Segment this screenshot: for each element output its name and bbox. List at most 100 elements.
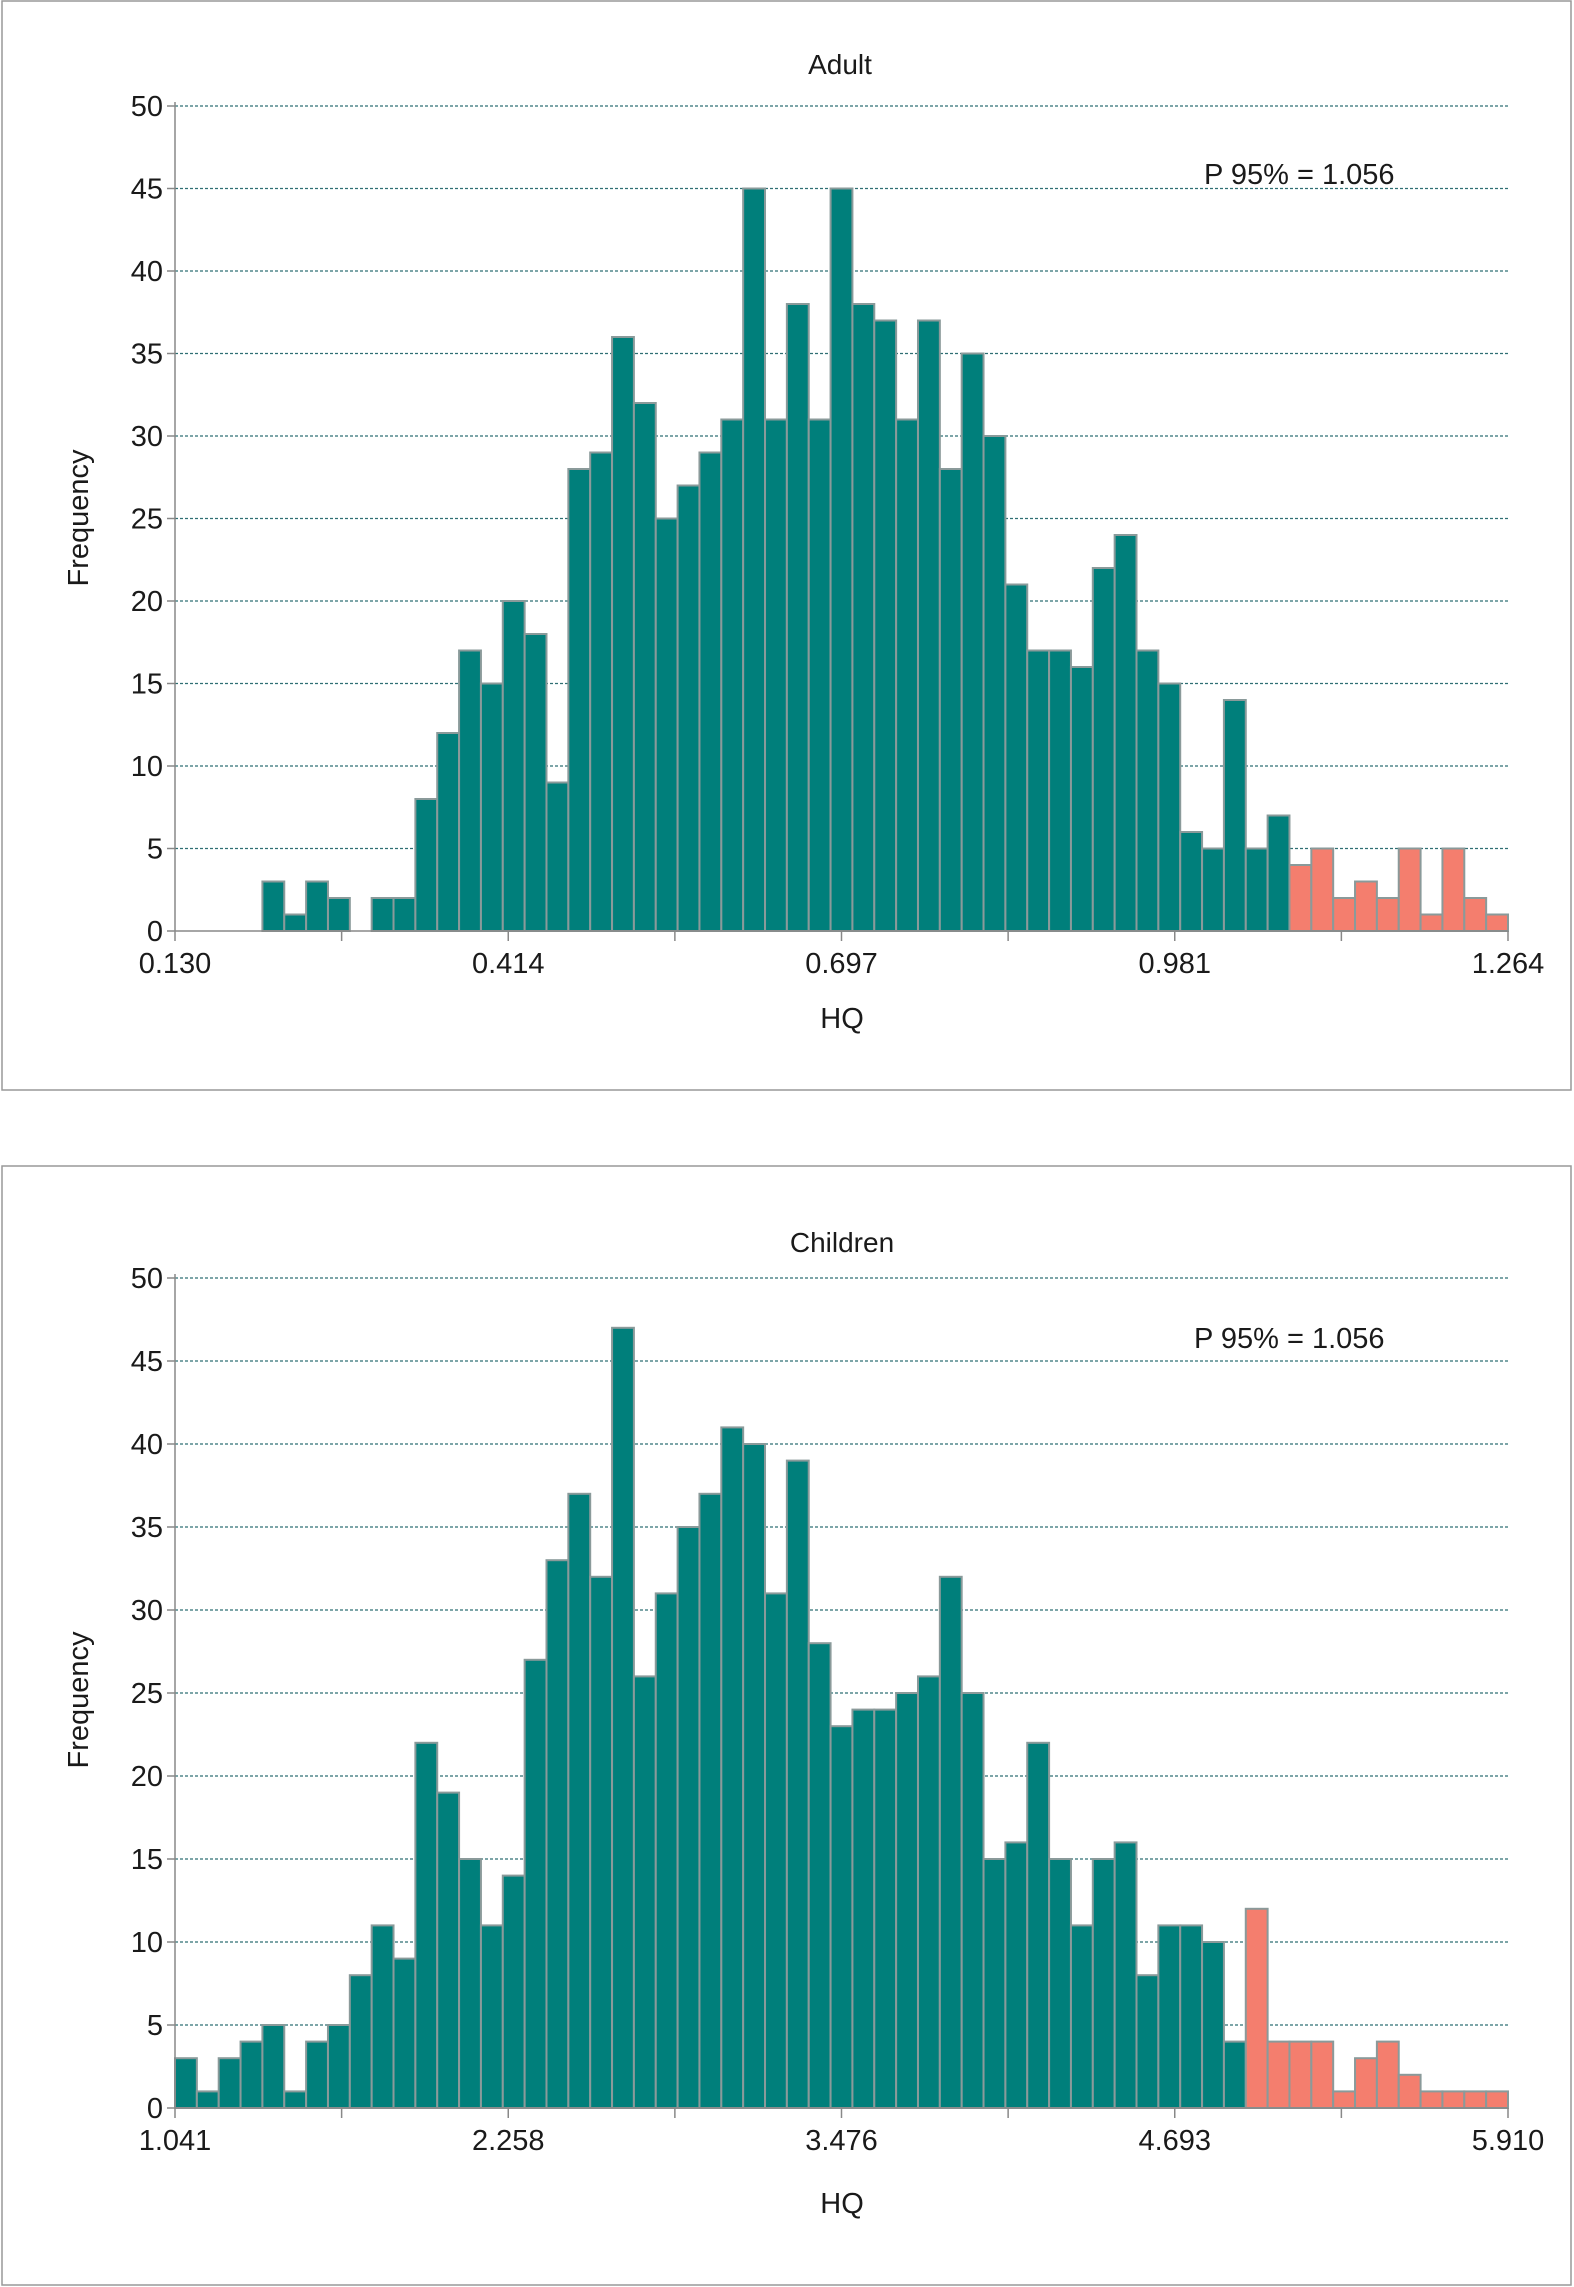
bar (895, 418, 919, 932)
x-tick-label: 1.041 (139, 2125, 212, 2157)
y-tick-label: 40 (131, 256, 163, 288)
bar (785, 1459, 810, 2109)
bar (916, 319, 941, 932)
bar (305, 2040, 329, 2109)
bar (851, 1708, 876, 2109)
bar-highlighted (1375, 2040, 1400, 2109)
panel-children-frame (1, 1165, 1572, 2286)
bar (1157, 682, 1182, 932)
bar (1266, 814, 1291, 932)
bar (567, 1492, 592, 2110)
bar (1179, 1924, 1204, 2110)
bar (1222, 2040, 1247, 2109)
bar-highlighted (1332, 2090, 1357, 2109)
y-tick-label: 30 (131, 1595, 163, 1627)
bar (326, 897, 351, 932)
bar-highlighted (1288, 2040, 1313, 2109)
y-tick-label: 10 (131, 1927, 163, 1959)
bar (392, 1957, 417, 2109)
bar (523, 633, 548, 932)
bar (436, 732, 461, 932)
bar (720, 418, 745, 932)
bar (239, 2040, 264, 2109)
x-tick-label: 4.693 (1138, 2125, 1211, 2157)
bar (611, 336, 635, 932)
bar-highlighted (1419, 913, 1444, 932)
bar (1048, 649, 1072, 932)
bar (851, 303, 876, 932)
y-tick-label: 10 (131, 751, 163, 783)
y-tick-label: 50 (131, 1263, 163, 1295)
x-tick-label: 1.264 (1472, 948, 1545, 980)
bar (479, 682, 504, 932)
y-tick-label: 30 (131, 421, 163, 453)
bar (611, 1326, 635, 2110)
bar-highlighted (1354, 2057, 1378, 2109)
bar (1048, 1858, 1072, 2109)
chart-title: Children (790, 1227, 894, 1258)
bar (742, 1443, 767, 2109)
panel-adult-frame (1, 0, 1572, 1091)
bar (742, 187, 767, 932)
bar (1201, 1941, 1225, 2109)
bar-highlighted (1485, 913, 1510, 932)
bar (545, 781, 570, 932)
bar (1244, 847, 1269, 932)
bar-highlighted (1485, 2090, 1510, 2109)
x-axis-label: HQ (820, 1003, 864, 1035)
bar (283, 913, 308, 932)
bar (501, 1874, 526, 2109)
bar (1069, 1924, 1094, 2110)
y-tick-label: 15 (131, 669, 163, 701)
bar-highlighted (1397, 847, 1422, 932)
bar-highlighted (1375, 897, 1400, 932)
bar (501, 600, 526, 932)
bar (938, 468, 963, 932)
bar-highlighted (1419, 2090, 1444, 2109)
bar (982, 1858, 1007, 2109)
bar (370, 897, 395, 932)
y-tick-label: 25 (131, 504, 163, 536)
bar (392, 897, 417, 932)
bar (458, 1858, 482, 2109)
bar (523, 1658, 548, 2110)
bar-highlighted (1397, 2073, 1422, 2110)
x-tick-label: 0.981 (1138, 948, 1211, 980)
bar-highlighted (1463, 2090, 1488, 2109)
x-axis-label: HQ (820, 2188, 864, 2220)
bar (720, 1426, 745, 2109)
bar (895, 1692, 919, 2109)
x-tick-label: 0.697 (805, 948, 878, 980)
y-tick-label: 25 (131, 1678, 163, 1710)
y-tick-label: 5 (147, 834, 163, 866)
x-tick-label: 0.130 (139, 948, 212, 980)
bar (589, 1575, 614, 2110)
panel-adult: Adult P 95% = 1.056 Frequency HQ 0 5 10 15 2… (63, 49, 1544, 1035)
y-axis-label: Frequency (63, 449, 95, 587)
bar (764, 1592, 788, 2109)
bar (1113, 534, 1138, 932)
bar (938, 1575, 963, 2110)
bar (174, 2057, 198, 2109)
bar (283, 2090, 308, 2109)
bar (829, 187, 854, 932)
y-tick-label: 0 (147, 916, 163, 948)
bar (1004, 583, 1029, 932)
bar (1222, 699, 1247, 932)
bar-highlighted (1310, 847, 1335, 932)
bar (960, 1692, 985, 2109)
bar-highlighted (1354, 880, 1378, 932)
bar-highlighted (1266, 2040, 1291, 2109)
bar (982, 435, 1007, 932)
bar (654, 1592, 679, 2109)
bar (414, 798, 439, 932)
bar (1004, 1841, 1029, 2110)
bar (479, 1924, 504, 2110)
bar (960, 352, 985, 932)
bar (1091, 1858, 1116, 2109)
bar-highlighted (1310, 2040, 1335, 2109)
bar (458, 649, 482, 932)
bar (807, 1642, 832, 2109)
y-tick-label: 0 (147, 2093, 163, 2125)
